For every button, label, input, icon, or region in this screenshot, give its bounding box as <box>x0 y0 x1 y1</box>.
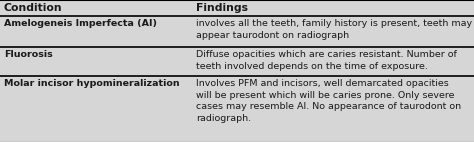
Bar <box>0 76 474 142</box>
Text: Fluorosis: Fluorosis <box>4 50 53 59</box>
Bar <box>0 0 474 16</box>
Bar <box>0 16 474 47</box>
Text: Molar incisor hypomineralization: Molar incisor hypomineralization <box>4 79 180 88</box>
Bar <box>0 47 474 76</box>
Text: Involves PFM and incisors, well demarcated opacities
will be present which will : Involves PFM and incisors, well demarcat… <box>196 79 461 123</box>
Text: Amelogeneis Imperfecta (AI): Amelogeneis Imperfecta (AI) <box>4 19 157 28</box>
Text: involves all the teeth, family history is present, teeth may
appear taurodont on: involves all the teeth, family history i… <box>196 19 472 40</box>
Text: Findings: Findings <box>196 3 248 13</box>
Text: Diffuse opacities which are caries resistant. Number of
teeth involved depends o: Diffuse opacities which are caries resis… <box>196 50 456 71</box>
Text: Condition: Condition <box>4 3 63 13</box>
